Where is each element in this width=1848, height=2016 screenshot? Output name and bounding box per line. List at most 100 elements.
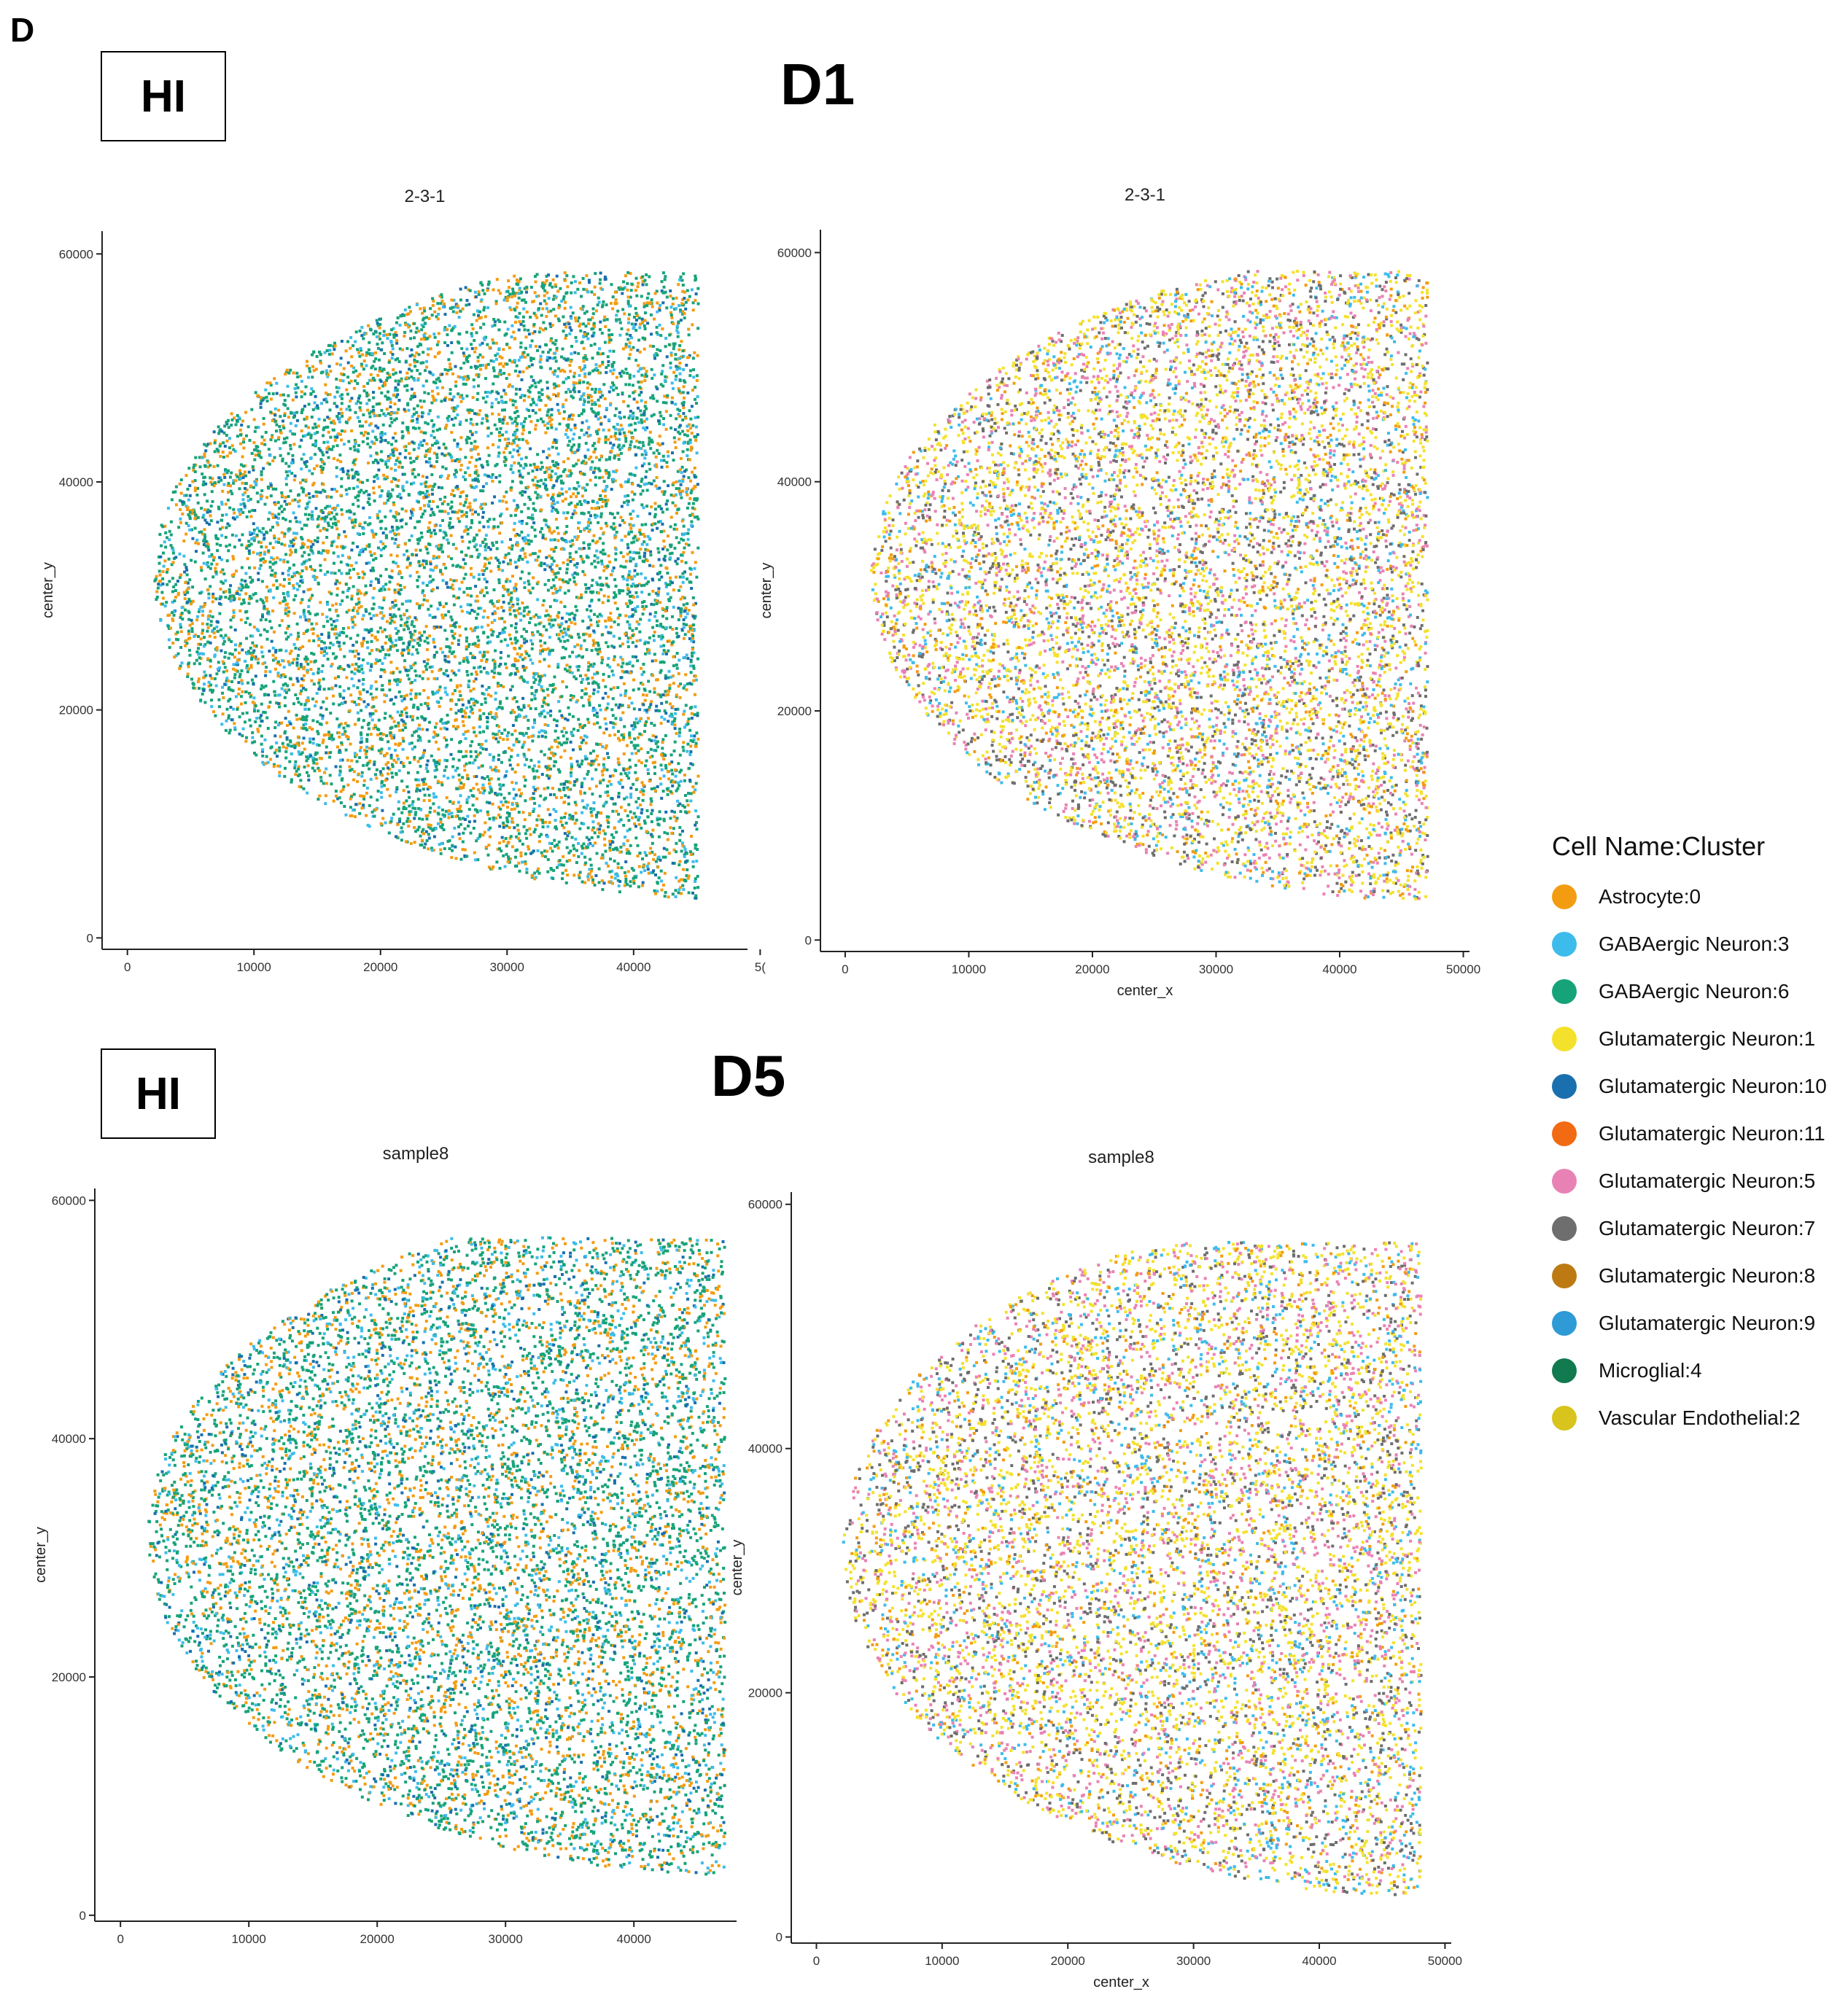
- chart-title: 2-3-1: [1125, 185, 1165, 205]
- x-tick-label: 40000: [617, 1932, 651, 1946]
- legend-swatch: [1552, 1027, 1577, 1051]
- y-tick-label: 20000: [777, 704, 812, 718]
- legend-label: Astrocyte:0: [1599, 885, 1701, 908]
- legend-item: Vascular Endothelial:2: [1552, 1404, 1844, 1433]
- condition-box-top: HI: [101, 51, 226, 141]
- row-label-d1: D1: [780, 51, 855, 118]
- legend-swatch: [1552, 1074, 1577, 1099]
- x-tick-label: 0: [124, 960, 131, 974]
- y-tick-label: 0: [79, 1909, 86, 1923]
- legend-item: Glutamatergic Neuron:9: [1552, 1309, 1844, 1338]
- legend-label: Glutamatergic Neuron:5: [1599, 1169, 1815, 1193]
- legend-item: Glutamatergic Neuron:11: [1552, 1119, 1844, 1148]
- chart-bottom-left: sample8 0 20000 40000 60000 0 10000 20000 30000 4…: [33, 1144, 737, 1946]
- x-tick-label: 30000: [1176, 1954, 1211, 1968]
- y-tick-label: 20000: [52, 1670, 86, 1684]
- y-tick-label: 0: [87, 931, 93, 945]
- legend-item: Glutamatergic Neuron:5: [1552, 1167, 1844, 1196]
- x-tick-label: 20000: [1051, 1954, 1085, 1968]
- chart-bottom-right: sample8 0 20000 40000 60000 0 10000 20000 30000 4…: [729, 1148, 1462, 1990]
- chart-title: 2-3-1: [404, 187, 445, 206]
- legend-swatch: [1552, 1311, 1577, 1336]
- legend-item: Glutamatergic Neuron:1: [1552, 1024, 1844, 1054]
- y-tick-label: 0: [805, 933, 812, 947]
- x-tick-label: 20000: [360, 1932, 395, 1946]
- y-tick-label: 60000: [59, 247, 93, 261]
- scatter-points: [869, 270, 1429, 900]
- x-tick-label: 30000: [1199, 962, 1233, 976]
- scatter-points: [842, 1241, 1423, 1896]
- x-axis-label: center_x: [1117, 983, 1173, 999]
- y-tick-label: 20000: [748, 1686, 783, 1700]
- legend-label: Glutamatergic Neuron:7: [1599, 1217, 1815, 1240]
- x-tick-label: 0: [842, 962, 848, 976]
- x-tick-label: 0: [813, 1954, 820, 1968]
- x-tick-label: 10000: [925, 1954, 959, 1968]
- chart-title: sample8: [383, 1144, 449, 1164]
- legend-label: Glutamatergic Neuron:11: [1599, 1122, 1825, 1145]
- x-tick-label: 5(: [755, 960, 766, 974]
- chart-top-right: 2-3-1 0 20000 40000 60000 0 10000 20000 30000 400…: [758, 185, 1480, 999]
- y-axis-label: center_y: [729, 1540, 745, 1596]
- legend-swatch: [1552, 1216, 1577, 1241]
- legend-label: Glutamatergic Neuron:10: [1599, 1075, 1827, 1098]
- x-tick-label: 10000: [237, 960, 271, 974]
- y-axis-label: center_y: [758, 563, 774, 619]
- y-axis-label: center_y: [33, 1527, 49, 1583]
- x-tick-label: 10000: [952, 962, 986, 976]
- condition-box-bottom: HI: [101, 1048, 216, 1139]
- legend-item: Glutamatergic Neuron:10: [1552, 1072, 1844, 1101]
- x-tick-label: 20000: [1075, 962, 1109, 976]
- x-tick-label: 20000: [363, 960, 397, 974]
- legend-label: Glutamatergic Neuron:1: [1599, 1027, 1815, 1051]
- x-tick-label: 30000: [490, 960, 524, 974]
- legend-item: Microglial:4: [1552, 1356, 1844, 1385]
- legend-item: GABAergic Neuron:6: [1552, 977, 1844, 1006]
- legend-label: Glutamatergic Neuron:9: [1599, 1312, 1815, 1335]
- x-tick-label: 40000: [1302, 1954, 1336, 1968]
- legend-item: Glutamatergic Neuron:8: [1552, 1261, 1844, 1291]
- y-tick-label: 40000: [748, 1442, 783, 1456]
- legend-swatch: [1552, 1406, 1577, 1431]
- legend: Cell Name:Cluster Astrocyte:0 GABAergic N…: [1552, 831, 1844, 1451]
- x-tick-label: 40000: [616, 960, 651, 974]
- legend-title: Cell Name:Cluster: [1552, 831, 1844, 862]
- legend-item: Glutamatergic Neuron:7: [1552, 1214, 1844, 1243]
- x-tick-label: 50000: [1446, 962, 1480, 976]
- legend-item: GABAergic Neuron:3: [1552, 930, 1844, 959]
- x-tick-label: 30000: [489, 1932, 523, 1946]
- y-axis-label: center_y: [40, 562, 56, 618]
- x-tick-label: 10000: [232, 1932, 266, 1946]
- scatter-points: [147, 1236, 727, 1876]
- x-axis-label: center_x: [1093, 1974, 1149, 1990]
- legend-label: Glutamatergic Neuron:8: [1599, 1264, 1815, 1288]
- legend-label: GABAergic Neuron:6: [1599, 980, 1789, 1003]
- scatter-points: [153, 271, 700, 900]
- y-tick-label: 40000: [777, 475, 812, 489]
- legend-swatch: [1552, 979, 1577, 1004]
- legend-swatch: [1552, 932, 1577, 957]
- legend-label: Microglial:4: [1599, 1359, 1702, 1382]
- panel-letter: D: [10, 10, 34, 50]
- y-tick-label: 60000: [52, 1194, 86, 1207]
- legend-swatch: [1552, 1264, 1577, 1288]
- legend-label: Vascular Endothelial:2: [1599, 1406, 1801, 1430]
- legend-swatch: [1552, 884, 1577, 909]
- row-label-d5: D5: [711, 1043, 785, 1110]
- y-tick-label: 0: [776, 1931, 783, 1945]
- x-tick-label: 50000: [1428, 1954, 1462, 1968]
- x-tick-label: 0: [117, 1932, 123, 1946]
- y-tick-label: 60000: [777, 246, 812, 260]
- y-tick-label: 20000: [59, 704, 93, 717]
- legend-swatch: [1552, 1358, 1577, 1383]
- chart-top-left: 2-3-1 0 20000 40000 60000 0 10000 20000 30000 400…: [40, 187, 766, 974]
- legend-swatch: [1552, 1169, 1577, 1194]
- y-tick-label: 60000: [748, 1198, 783, 1212]
- legend-swatch: [1552, 1121, 1577, 1146]
- x-tick-label: 40000: [1322, 962, 1356, 976]
- y-tick-label: 40000: [59, 475, 93, 489]
- legend-label: GABAergic Neuron:3: [1599, 933, 1789, 956]
- y-tick-label: 40000: [52, 1432, 86, 1446]
- legend-item: Astrocyte:0: [1552, 882, 1844, 911]
- chart-title: sample8: [1088, 1148, 1154, 1167]
